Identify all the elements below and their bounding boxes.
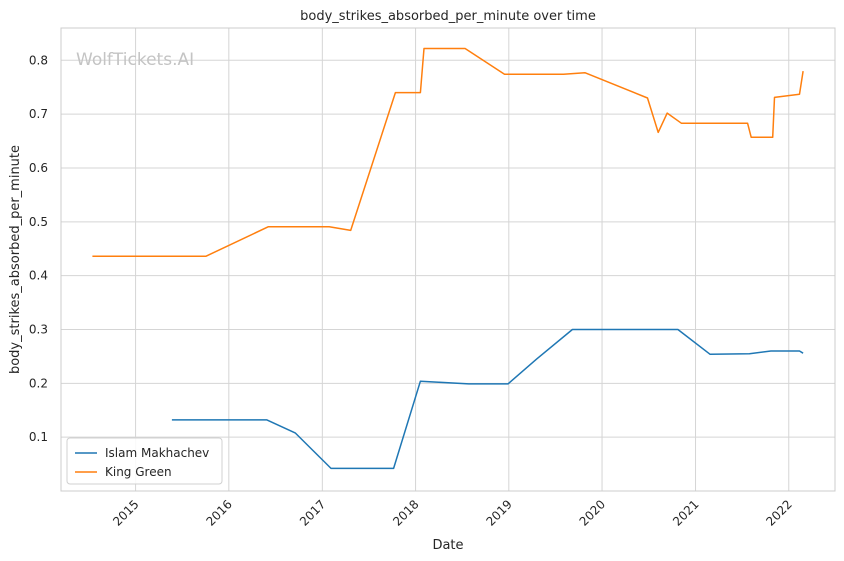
plot-area bbox=[60, 27, 836, 492]
y-tick-label: 0.8 bbox=[29, 53, 48, 67]
legend-box bbox=[66, 437, 223, 485]
series-layer bbox=[92, 47, 804, 470]
y-tick-label: 0.6 bbox=[29, 161, 48, 175]
legend-label: Islam Makhachev bbox=[105, 446, 209, 460]
y-tick-label: 0.1 bbox=[29, 430, 48, 444]
legend-label: King Green bbox=[105, 465, 172, 479]
series-line-king-green bbox=[92, 47, 804, 258]
chart-title: body_strikes_absorbed_per_minute over ti… bbox=[300, 9, 596, 24]
watermark: WolfTickets.AI bbox=[76, 50, 194, 70]
y-tick-label: 0.7 bbox=[29, 107, 48, 121]
y-tick-label: 0.5 bbox=[29, 215, 48, 229]
y-tick-label: 0.2 bbox=[29, 376, 48, 390]
series-line-islam-makhachev bbox=[171, 328, 804, 470]
y-axis-label: body_strikes_absorbed_per_minute bbox=[8, 145, 23, 374]
legend: Islam Makhachev King Green bbox=[66, 437, 223, 485]
x-axis-label: Date bbox=[432, 538, 463, 553]
y-tick-label: 0.4 bbox=[29, 269, 48, 283]
y-axis: 0.1 0.2 0.3 0.4 0.5 0.6 0.7 0.8 bbox=[29, 53, 48, 444]
y-tick-label: 0.3 bbox=[29, 322, 48, 336]
